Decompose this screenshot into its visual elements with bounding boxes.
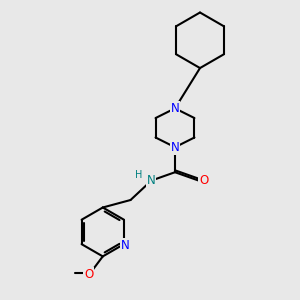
Text: O: O (199, 174, 208, 187)
Text: H: H (135, 170, 142, 180)
Text: N: N (121, 239, 130, 252)
Text: O: O (84, 268, 94, 281)
Text: N: N (147, 174, 155, 187)
Text: N: N (171, 102, 179, 115)
Text: N: N (171, 141, 179, 154)
